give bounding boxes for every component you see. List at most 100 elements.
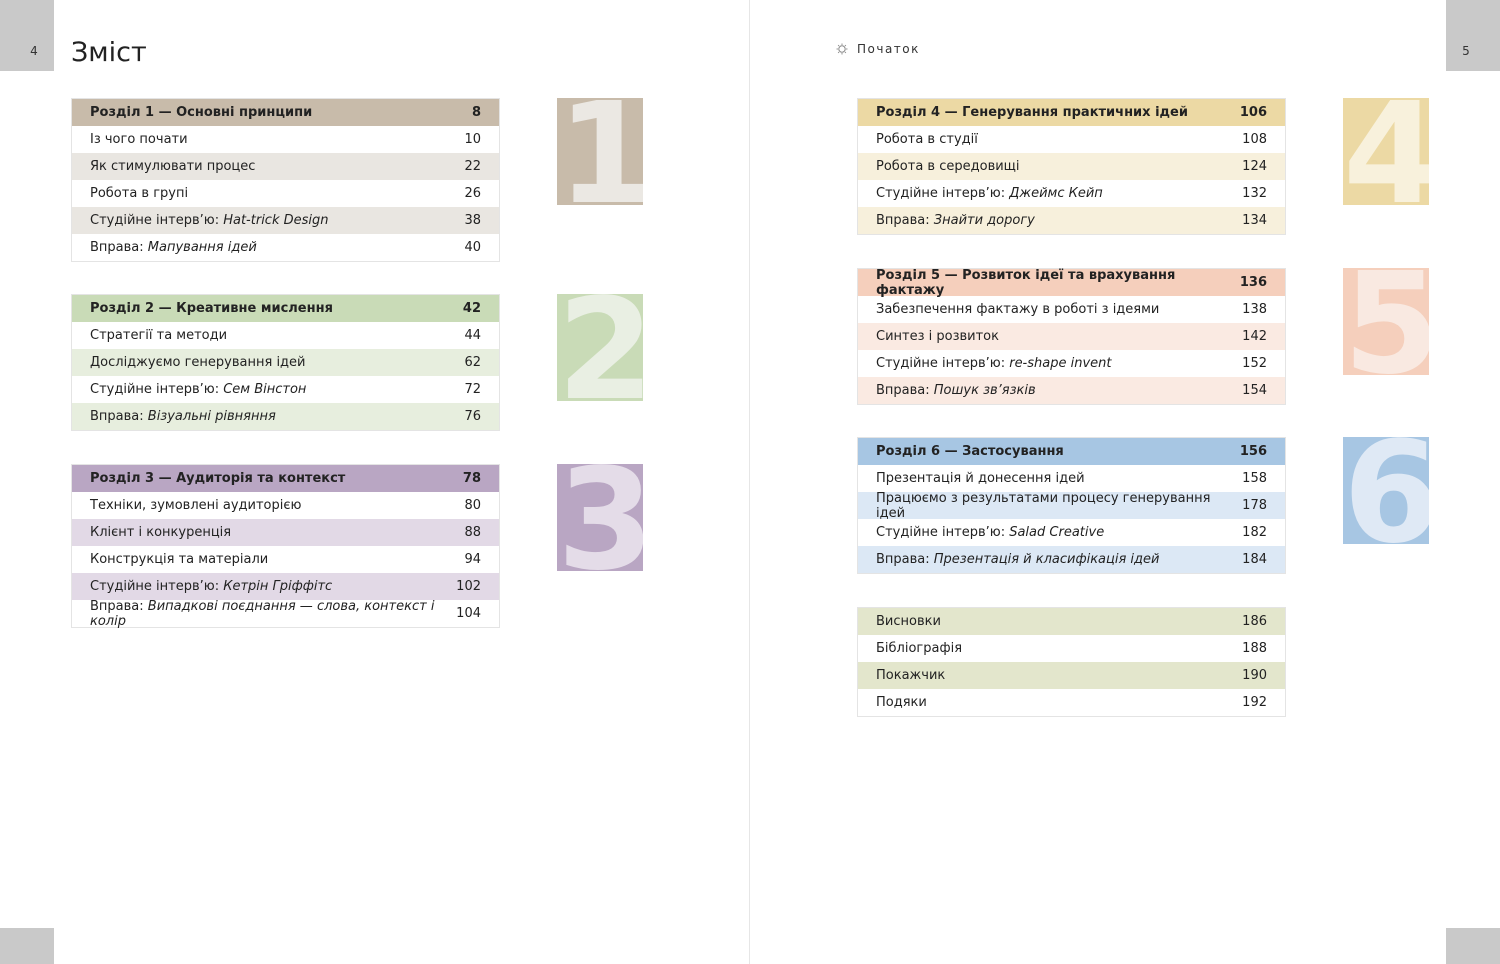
toc-entry[interactable]: Покажчик 190	[858, 662, 1285, 689]
toc-entry-title: Вправа: Знайти дорогу	[876, 213, 1035, 228]
toc-entry-title: Студійне інтерв’ю: Кетрін Гріффітс	[90, 579, 332, 594]
section-page-number: 42	[462, 301, 481, 316]
entry-prefix: Вправа:	[876, 552, 934, 567]
toc-entry-page-number: 22	[464, 159, 481, 174]
toc-entry-title: Бібліографія	[876, 641, 963, 656]
toc-entry-title: Клієнт і конкуренція	[90, 525, 232, 540]
start-label: Початок	[857, 42, 920, 56]
section-header[interactable]: Розділ 5 — Розвиток ідеї та врахування ф…	[858, 268, 1285, 298]
entry-prefix: Вправа:	[90, 240, 148, 255]
toc-entry[interactable]: Техніки, зумовлені аудиторією 80	[72, 492, 499, 519]
toc-backmatter: Висновки 186 Бібліографія 188 Покажчик 190 Под…	[857, 607, 1286, 717]
toc-entry-page-number: 102	[456, 579, 481, 594]
entry-italic-title: Випадкові поєднання — слова, контекст і …	[90, 598, 435, 629]
toc-entry[interactable]: Конструкція та матеріали 94	[72, 546, 499, 573]
toc-entry-title: Працюємо з результатами процесу генерува…	[876, 490, 1211, 521]
section-header[interactable]: Розділ 2 — Креативне мислення 42	[72, 295, 499, 322]
entry-prefix: Студійне інтерв’ю:	[90, 382, 224, 397]
toc-entry-page-number: 26	[464, 186, 481, 201]
page-corner-tab-bottom-right	[1446, 928, 1500, 964]
entry-prefix: Студійне інтерв’ю:	[876, 186, 1010, 201]
chapter-number-tile-2: 2	[557, 294, 643, 401]
toc-entry[interactable]: Стратегії та методи 44	[72, 322, 499, 349]
toc-entry[interactable]: Працюємо з результатами процесу генерува…	[858, 490, 1285, 521]
toc-entry-title: Презентація й донесення ідей	[876, 471, 1085, 486]
toc-entry[interactable]: Студійне інтерв’ю: Сем Вінстон 72	[72, 376, 499, 403]
toc-entry[interactable]: Із чого почати 10	[72, 126, 499, 153]
toc-entry[interactable]: Бібліографія 188	[858, 635, 1285, 662]
entry-prefix: Вправа:	[90, 409, 148, 424]
toc-entry-page-number: 40	[464, 240, 481, 255]
right-page: 5 Початок Розділ 4 — Генерування практич…	[750, 0, 1500, 964]
toc-entry-title: Стратегії та методи	[90, 328, 228, 343]
chapter-number-digit: 5	[1343, 268, 1429, 375]
toc-entry-title: Студійне інтерв’ю: Джеймс Кейп	[876, 186, 1103, 201]
entry-italic-title: Джеймс Кейп	[1009, 186, 1103, 201]
toc-entry-title: Робота в середовищі	[876, 159, 1020, 174]
toc-entry-page-number: 38	[464, 213, 481, 228]
entry-prefix: Студійне інтерв’ю:	[876, 525, 1010, 540]
toc-entry[interactable]: Робота в середовищі 124	[858, 153, 1285, 180]
section-header[interactable]: Розділ 6 — Застосування 156	[858, 438, 1285, 465]
toc-entry-title: Подяки	[876, 695, 927, 710]
toc-entry[interactable]: Робота в студії 108	[858, 126, 1285, 153]
section-title: Розділ 4 — Генерування практичних ідей	[876, 105, 1188, 120]
section-header[interactable]: Розділ 3 — Аудиторія та контекст 78	[72, 465, 499, 492]
toc-entry-page-number: 178	[1242, 498, 1267, 513]
toc-entry[interactable]: Студійне інтерв’ю: Джеймс Кейп 132	[858, 180, 1285, 207]
entry-italic-title: Мапування ідей	[147, 240, 257, 255]
chapter-number-digit: 6	[1343, 437, 1429, 544]
toc-entry[interactable]: Вправа: Пошук зв’язків 154	[858, 377, 1285, 404]
toc-entry-title: Студійне інтерв’ю: Hat-trick Design	[90, 213, 329, 228]
entry-italic-title: Salad Creative	[1009, 525, 1105, 540]
toc-entry-title: Синтез і розвиток	[876, 329, 999, 344]
toc-entry[interactable]: Забезпечення фактажу в роботі з ідеями 13…	[858, 296, 1285, 323]
entry-prefix: Вправа:	[876, 383, 934, 398]
toc-entry[interactable]: Вправа: Мапування ідей 40	[72, 234, 499, 261]
toc-entry[interactable]: Вправа: Випадкові поєднання — слова, кон…	[72, 598, 499, 629]
toc-entry[interactable]: Досліджуємо генерування ідей 62	[72, 349, 499, 376]
entry-italic-title: Презентація й класифікація ідей	[933, 552, 1160, 567]
toc-entry-page-number: 10	[464, 132, 481, 147]
toc-entry[interactable]: Презентація й донесення ідей 158	[858, 465, 1285, 492]
toc-entry[interactable]: Як стимулювати процес 22	[72, 153, 499, 180]
toc-entry-page-number: 88	[464, 525, 481, 540]
entry-prefix: Студійне інтерв’ю:	[90, 213, 224, 228]
toc-entry-page-number: 76	[464, 409, 481, 424]
section-header[interactable]: Розділ 4 — Генерування практичних ідей 10…	[858, 99, 1285, 126]
toc-entry[interactable]: Студійне інтерв’ю: re-shape invent 152	[858, 350, 1285, 377]
toc-entry-page-number: 188	[1242, 641, 1267, 656]
toc-entry[interactable]: Висновки 186	[858, 608, 1285, 635]
toc-entry[interactable]: Вправа: Презентація й класифікація ідей 1…	[858, 546, 1285, 573]
toc-section-1: Розділ 1 — Основні принципи 8 Із чого поча…	[71, 98, 500, 262]
toc-entry[interactable]: Студійне інтерв’ю: Hat-trick Design 38	[72, 207, 499, 234]
section-title: Розділ 1 — Основні принципи	[90, 105, 313, 120]
entry-prefix: Студійне інтерв’ю:	[90, 579, 224, 594]
toc-entry[interactable]: Студійне інтерв’ю: Кетрін Гріффітс 102	[72, 573, 499, 600]
chapter-number-tile-1: 1	[557, 98, 643, 205]
toc-entry-page-number: 182	[1242, 525, 1267, 540]
toc-entry-title: Техніки, зумовлені аудиторією	[90, 498, 302, 513]
toc-entry[interactable]: Вправа: Знайти дорогу 134	[858, 207, 1285, 234]
toc-entry[interactable]: Подяки 192	[858, 689, 1285, 716]
start-link[interactable]: Початок	[836, 42, 920, 56]
entry-italic-title: Знайти дорогу	[933, 213, 1035, 228]
toc-entry[interactable]: Робота в групі 26	[72, 180, 499, 207]
toc-entry-page-number: 104	[456, 606, 481, 621]
toc-entry-title: Робота в групі	[90, 186, 189, 201]
chapter-number-tile-3: 3	[557, 464, 643, 571]
toc-entry[interactable]: Синтез і розвиток 142	[858, 323, 1285, 350]
toc-entry-title: Досліджуємо генерування ідей	[90, 355, 306, 370]
toc-entry[interactable]: Студійне інтерв’ю: Salad Creative 182	[858, 519, 1285, 546]
section-header[interactable]: Розділ 1 — Основні принципи 8	[72, 99, 499, 126]
entry-italic-title: re-shape invent	[1009, 356, 1112, 371]
toc-entry-title: Робота в студії	[876, 132, 978, 147]
section-page-number: 78	[462, 471, 481, 486]
toc-entry-page-number: 186	[1242, 614, 1267, 629]
toc-entry[interactable]: Клієнт і конкуренція 88	[72, 519, 499, 546]
toc-entry[interactable]: Вправа: Візуальні рівняння 76	[72, 403, 499, 430]
toc-entry-page-number: 142	[1242, 329, 1267, 344]
section-page-number: 136	[1239, 275, 1267, 290]
chapter-number-tile-5: 5	[1343, 268, 1429, 375]
entry-italic-title: Пошук зв’язків	[933, 383, 1036, 398]
